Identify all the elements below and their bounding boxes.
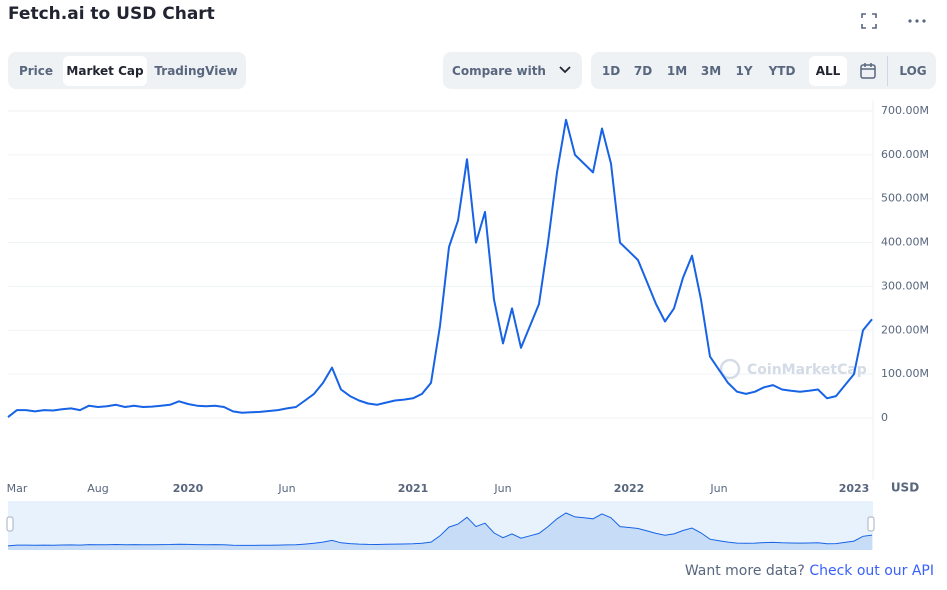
range-group <box>591 52 936 89</box>
range-button[interactable]: YTD <box>768 64 796 78</box>
more-icon[interactable] <box>906 12 928 30</box>
compare-label: Compare with <box>452 64 546 78</box>
api-note: Want more data? Check out our API <box>685 563 934 579</box>
tab[interactable]: Price <box>18 64 54 78</box>
chart: 0 100.00M 200.00M 300.00M 400.00M 500.00M 600.… <box>6 100 929 550</box>
y-tick-label: 200.00M <box>881 323 929 336</box>
navigator-line <box>7 512 873 547</box>
x-tick-label: 2022 <box>614 482 645 495</box>
compare-dropdown[interactable] <box>443 52 582 89</box>
range-button[interactable]: 1D <box>601 64 621 78</box>
log-button[interactable]: LOG <box>899 64 927 78</box>
range-button[interactable]: ALL <box>809 56 847 86</box>
x-tick-label: Jun <box>493 482 511 495</box>
range-button[interactable]: 1M <box>666 64 688 78</box>
range-button[interactable]: 1Y <box>735 64 753 78</box>
calendar-icon[interactable] <box>859 62 877 80</box>
chart-title: Fetch.ai to USD Chart <box>8 4 215 24</box>
price-line <box>7 118 873 418</box>
chevron-icon <box>559 66 571 74</box>
x-tick-label: Jun <box>277 482 295 495</box>
api-text: Want more data? <box>684 563 805 579</box>
tab[interactable]: TradingView <box>154 64 238 78</box>
x-tick-label: Jun <box>709 482 727 495</box>
navigator-handle[interactable] <box>867 516 875 532</box>
watermark: CoinMarketCap <box>747 362 867 378</box>
x-tick-label: 2021 <box>398 482 429 495</box>
y-tick-label: 300.00M <box>881 279 929 292</box>
navigator-area <box>8 513 872 550</box>
y-tick-label: 0 <box>881 411 888 424</box>
y-tick-label: 500.00M <box>881 192 929 205</box>
x-tick-label: 2023 <box>839 482 870 495</box>
x-tick-label: Mar <box>7 482 28 495</box>
y-tick-label: 400.00M <box>881 236 929 249</box>
y-tick-label: 100.00M <box>881 367 929 380</box>
x-tick-label: 2020 <box>173 482 204 495</box>
x-tick-label: Aug <box>87 482 108 495</box>
tab-active[interactable]: Market Cap <box>63 56 147 86</box>
navigator-handle[interactable] <box>6 516 14 532</box>
range-button[interactable]: 3M <box>700 64 722 78</box>
watermark-logo <box>719 358 741 380</box>
divider <box>887 56 888 86</box>
fullscreen-icon[interactable] <box>860 12 878 30</box>
api-link[interactable]: Check out our API <box>809 563 934 579</box>
unit-label: USD <box>891 481 919 495</box>
y-tick-label: 600.00M <box>881 148 929 161</box>
y-tick-label: 700.00M <box>881 104 929 117</box>
range-button[interactable]: 7D <box>633 64 653 78</box>
